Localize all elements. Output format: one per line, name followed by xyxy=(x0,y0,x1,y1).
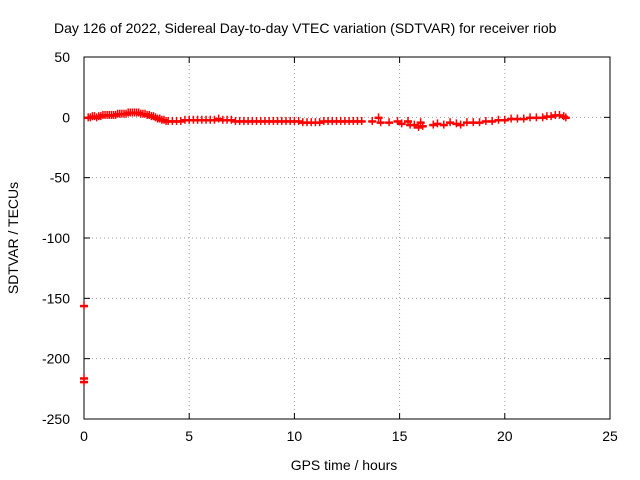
chart-title: Day 126 of 2022, Sidereal Day-to-day VTE… xyxy=(54,20,557,36)
data-point xyxy=(561,113,570,122)
x-tick-label: 15 xyxy=(392,428,408,444)
y-tick-label: -150 xyxy=(42,290,70,306)
x-tick-label: 25 xyxy=(602,428,618,444)
data-point xyxy=(368,116,377,125)
x-tick-label: 10 xyxy=(287,428,303,444)
data-point xyxy=(376,118,385,127)
data-point xyxy=(80,301,88,310)
y-tick-label: 50 xyxy=(54,49,70,65)
y-tick-label: 0 xyxy=(62,109,70,125)
data-points xyxy=(80,108,570,386)
data-point xyxy=(80,377,88,386)
y-tick-label: -200 xyxy=(42,351,70,367)
y-tick-label: -100 xyxy=(42,230,70,246)
axis-tick-labels: 0 5 10 15 20 25 -250 -200 -150 -100 -50 0 50 xyxy=(42,49,618,444)
grid xyxy=(84,57,610,419)
plot-frame xyxy=(83,56,611,420)
data-point xyxy=(393,116,402,125)
data-point xyxy=(397,119,406,128)
y-tick-label: -50 xyxy=(50,170,70,186)
y-axis-label: SDTVAR / TECUs xyxy=(5,182,21,294)
data-point xyxy=(416,118,425,127)
x-tick-label: 5 xyxy=(185,428,193,444)
x-tick-label: 20 xyxy=(497,428,513,444)
axis-ticks xyxy=(83,56,611,420)
y-tick-label: -250 xyxy=(42,411,70,427)
data-point xyxy=(456,120,465,129)
data-point xyxy=(385,118,394,127)
data-point xyxy=(357,116,366,125)
data-point xyxy=(410,120,419,129)
x-axis-label: GPS time / hours xyxy=(291,457,398,473)
data-point xyxy=(439,120,448,129)
x-tick-label: 0 xyxy=(80,428,88,444)
